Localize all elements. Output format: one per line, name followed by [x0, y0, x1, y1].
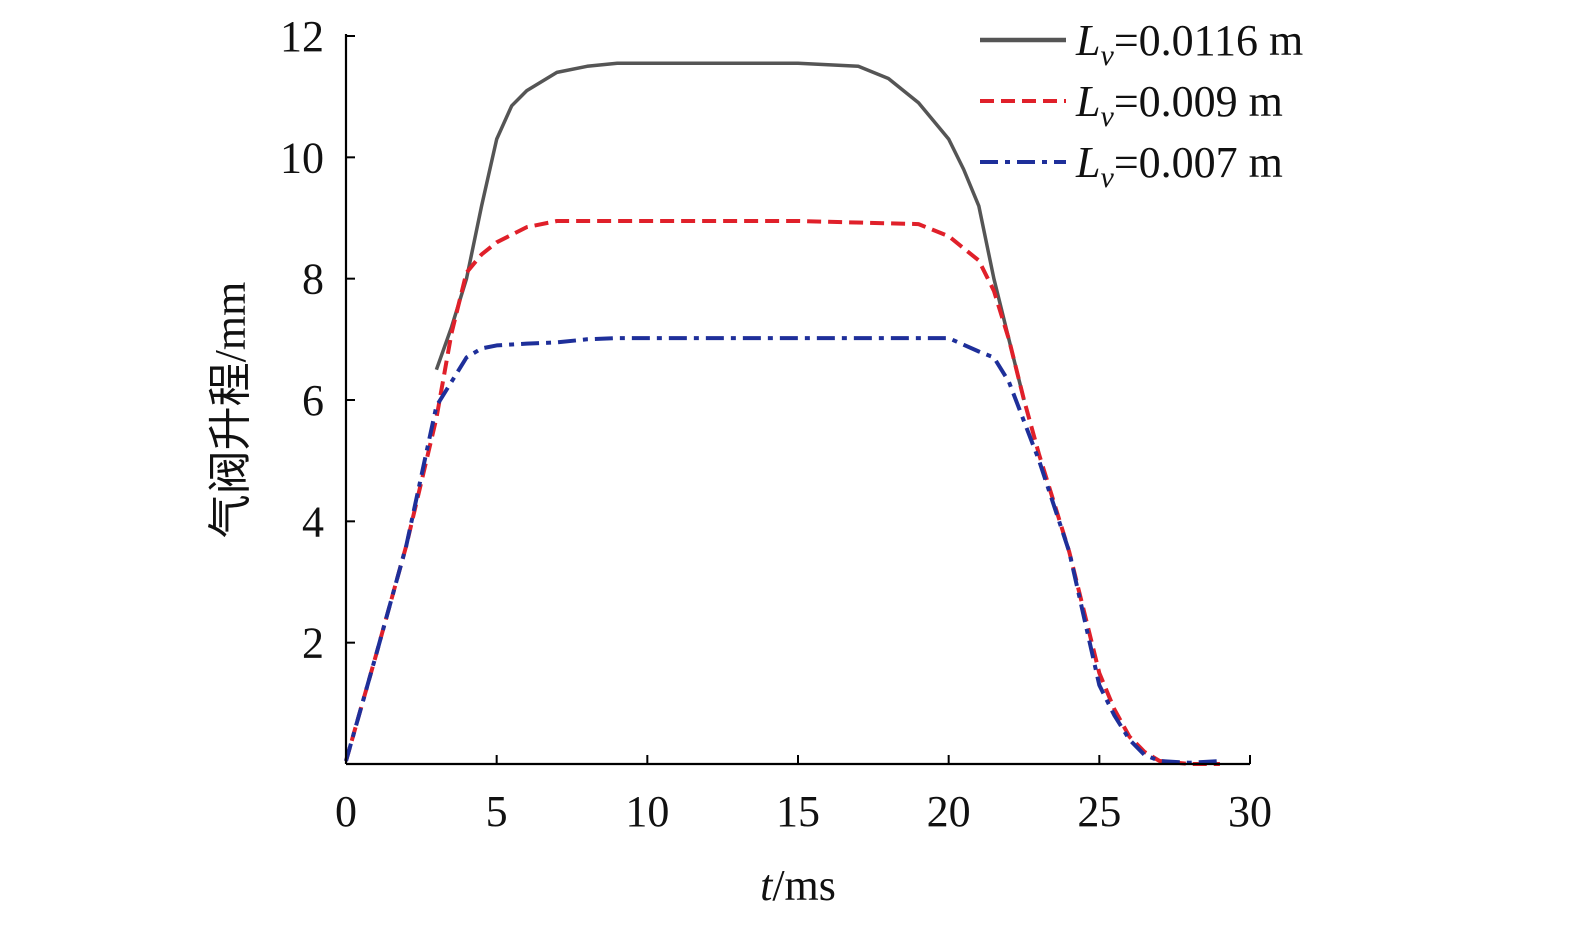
x-axis-title: t/ms: [760, 861, 836, 910]
legend-label-3: Lv=0.007 m: [1075, 138, 1283, 194]
legend-label-var: L: [1075, 138, 1100, 187]
legend-label-sub: v: [1100, 100, 1114, 133]
y-tick-label: 2: [302, 619, 324, 668]
series-line-1: [434, 61, 1026, 401]
legend-label-var: L: [1075, 16, 1100, 65]
legend-label-sub: v: [1100, 39, 1114, 72]
legend-label-value: =0.009 m: [1114, 77, 1283, 126]
y-tick-label: 8: [302, 255, 324, 304]
legend-label-var: L: [1075, 77, 1100, 126]
y-tick-label: 6: [302, 376, 324, 425]
x-tick-label: 10: [625, 787, 669, 836]
y-tick-label: 10: [280, 133, 324, 182]
legend-label-2: Lv=0.009 m: [1075, 77, 1283, 133]
x-tick-label: 25: [1077, 787, 1121, 836]
x-tick-label: 15: [776, 787, 820, 836]
legend-label-sub: v: [1100, 161, 1114, 194]
legend-label-value: =0.0116 m: [1114, 16, 1303, 65]
y-axis-title: 气阀升程/mm: [206, 282, 255, 539]
x-tick-label: 0: [335, 787, 357, 836]
x-tick-label: 5: [486, 787, 508, 836]
y-tick-label: 12: [280, 12, 324, 61]
plot-lines: [344, 61, 1221, 766]
y-tick-label: 4: [302, 497, 324, 546]
series-line-2: [344, 219, 1220, 766]
x-tick-label: 30: [1228, 787, 1272, 836]
legend-label-value: =0.007 m: [1114, 138, 1283, 187]
x-axis-title-var: t: [760, 861, 774, 910]
x-tick-label: 20: [927, 787, 971, 836]
legend-label-1: Lv=0.0116 m: [1075, 16, 1303, 72]
legend: Lv=0.0116 mLv=0.009 mLv=0.007 m: [980, 16, 1303, 194]
series-line-3: [344, 336, 1221, 765]
x-axis-title-unit: /ms: [772, 861, 836, 910]
axes: 0 5 10 15 20 25 30 2 4 6 8 10 12: [280, 12, 1272, 836]
